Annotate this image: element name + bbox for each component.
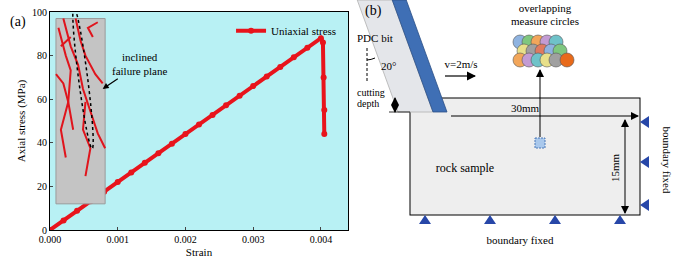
svg-text:overlapping: overlapping [519, 2, 572, 14]
svg-text:Axial stress (MPa): Axial stress (MPa) [15, 79, 28, 162]
svg-text:0: 0 [42, 225, 47, 236]
svg-text:0.002: 0.002 [174, 234, 197, 245]
svg-text:60: 60 [37, 94, 47, 105]
svg-text:80: 80 [37, 50, 47, 61]
svg-text:PDC bit: PDC bit [357, 32, 393, 44]
svg-text:20°: 20° [381, 60, 396, 72]
svg-text:rock sample: rock sample [436, 161, 494, 175]
svg-text:15mm: 15mm [609, 154, 621, 183]
svg-text:depth: depth [357, 98, 379, 109]
svg-text:inclinedfailure plane: inclinedfailure plane [112, 51, 167, 77]
svg-text:0.000: 0.000 [39, 234, 62, 245]
svg-text:(a): (a) [10, 14, 26, 30]
svg-text:boundary fixed: boundary fixed [661, 127, 673, 194]
svg-text:(b): (b) [365, 3, 382, 19]
svg-text:0.001: 0.001 [106, 234, 129, 245]
svg-text:20: 20 [37, 181, 47, 192]
svg-text:measure circles: measure circles [511, 15, 579, 27]
svg-text:cutting: cutting [357, 87, 385, 98]
svg-text:100: 100 [32, 7, 47, 18]
svg-text:boundary fixed: boundary fixed [487, 234, 554, 246]
svg-text:0.004: 0.004 [310, 234, 333, 245]
svg-text:v=2m/s: v=2m/s [444, 58, 477, 70]
svg-text:0.003: 0.003 [242, 234, 265, 245]
svg-text:40: 40 [37, 137, 47, 148]
svg-text:Strain: Strain [186, 246, 213, 258]
svg-text:30mm: 30mm [511, 102, 540, 114]
svg-text:Uniaxial stress: Uniaxial stress [271, 25, 336, 37]
